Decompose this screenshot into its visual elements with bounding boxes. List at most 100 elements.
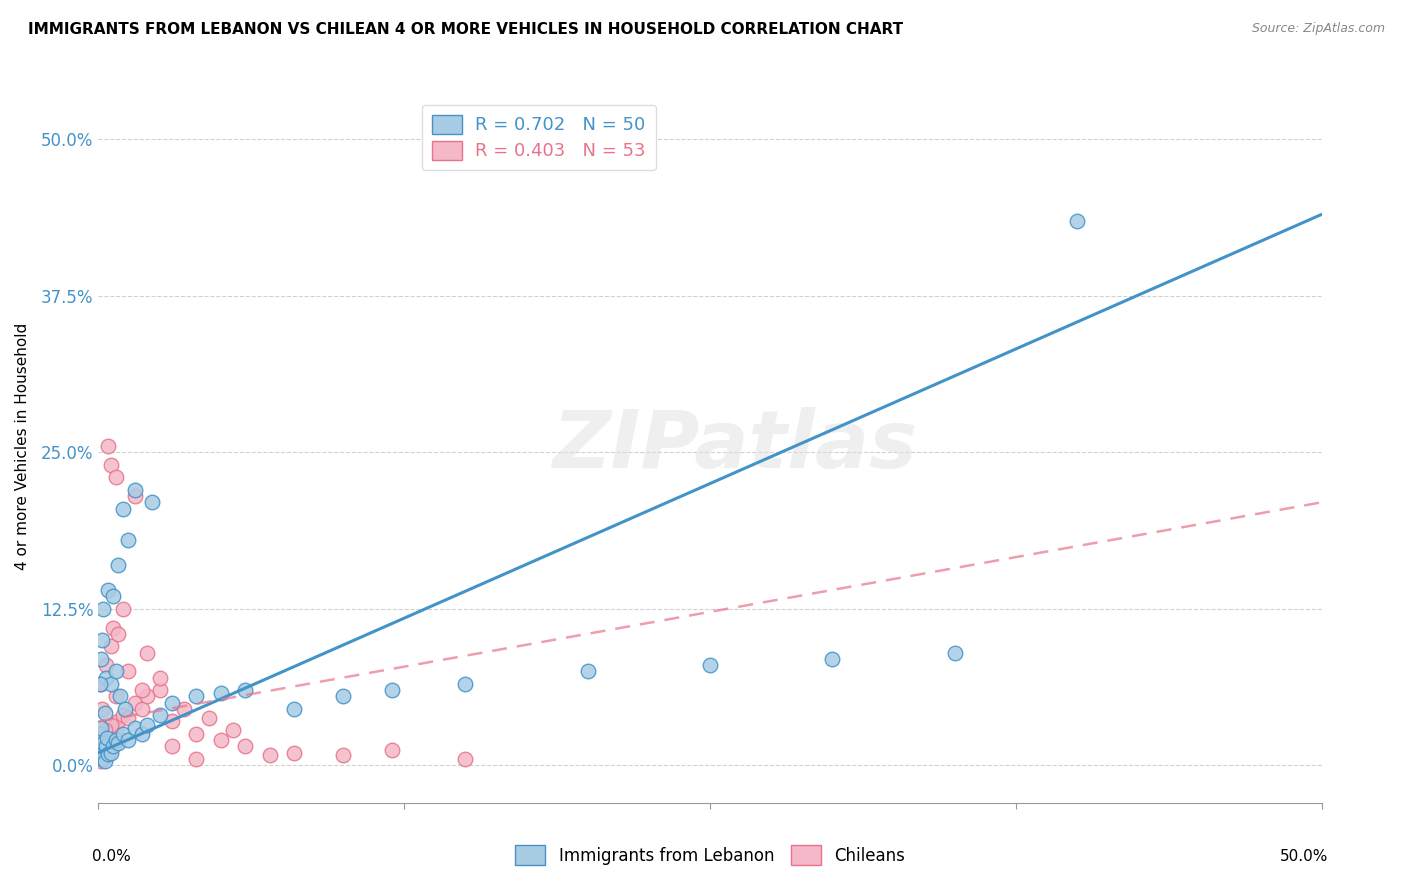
Text: 0.0%: 0.0% bbox=[93, 849, 131, 864]
Point bbox=[699, 658, 721, 673]
Point bbox=[91, 736, 114, 750]
Point bbox=[117, 665, 139, 679]
Point bbox=[160, 739, 183, 754]
Point bbox=[93, 723, 115, 738]
Point bbox=[97, 439, 120, 453]
Point bbox=[91, 750, 114, 764]
Point bbox=[96, 747, 118, 761]
Point bbox=[90, 743, 112, 757]
Point bbox=[124, 483, 146, 497]
Point bbox=[101, 589, 124, 603]
Point bbox=[117, 711, 139, 725]
Point bbox=[104, 665, 127, 679]
Point bbox=[1066, 213, 1088, 227]
Point bbox=[90, 755, 112, 769]
Point bbox=[209, 685, 232, 699]
Point bbox=[283, 746, 305, 760]
Point bbox=[107, 558, 129, 572]
Point bbox=[111, 601, 134, 615]
Point bbox=[111, 501, 134, 516]
Point bbox=[136, 646, 159, 660]
Point bbox=[111, 708, 134, 723]
Point bbox=[131, 727, 153, 741]
Point bbox=[94, 739, 117, 754]
Point bbox=[110, 690, 132, 704]
Text: Source: ZipAtlas.com: Source: ZipAtlas.com bbox=[1251, 22, 1385, 36]
Point bbox=[124, 696, 146, 710]
Point bbox=[93, 706, 115, 720]
Point bbox=[117, 533, 139, 547]
Point bbox=[186, 752, 208, 766]
Point bbox=[104, 723, 127, 738]
Point bbox=[149, 671, 172, 685]
Point bbox=[90, 721, 112, 735]
Point bbox=[149, 683, 172, 698]
Point bbox=[100, 677, 122, 691]
Point bbox=[222, 723, 245, 738]
Point bbox=[91, 601, 114, 615]
Point bbox=[454, 677, 477, 691]
Point bbox=[160, 696, 183, 710]
Point bbox=[100, 746, 122, 760]
Point bbox=[107, 714, 129, 729]
Point bbox=[332, 748, 354, 763]
Point bbox=[149, 708, 172, 723]
Point bbox=[91, 752, 114, 766]
Point bbox=[332, 690, 354, 704]
Point bbox=[89, 746, 111, 760]
Point bbox=[186, 727, 208, 741]
Point bbox=[97, 747, 120, 761]
Point bbox=[100, 640, 122, 654]
Point bbox=[100, 727, 122, 741]
Point bbox=[89, 727, 111, 741]
Point bbox=[107, 736, 129, 750]
Legend: Immigrants from Lebanon, Chileans: Immigrants from Lebanon, Chileans bbox=[506, 837, 914, 873]
Text: ZIPatlas: ZIPatlas bbox=[553, 407, 917, 485]
Point bbox=[93, 733, 115, 747]
Point bbox=[117, 733, 139, 747]
Point bbox=[124, 489, 146, 503]
Point bbox=[91, 739, 114, 754]
Point bbox=[186, 690, 208, 704]
Point bbox=[131, 683, 153, 698]
Point bbox=[91, 702, 114, 716]
Point bbox=[100, 718, 122, 732]
Point bbox=[381, 683, 404, 698]
Point bbox=[141, 495, 163, 509]
Point bbox=[94, 671, 117, 685]
Point bbox=[96, 731, 118, 745]
Point bbox=[160, 714, 183, 729]
Point bbox=[101, 721, 124, 735]
Point bbox=[173, 702, 195, 716]
Point bbox=[209, 733, 232, 747]
Point bbox=[283, 702, 305, 716]
Point bbox=[97, 582, 120, 597]
Point bbox=[233, 683, 256, 698]
Point bbox=[131, 702, 153, 716]
Point bbox=[90, 677, 112, 691]
Point bbox=[100, 458, 122, 472]
Text: 50.0%: 50.0% bbox=[1279, 849, 1327, 864]
Point bbox=[94, 736, 117, 750]
Point bbox=[94, 743, 117, 757]
Point bbox=[94, 658, 117, 673]
Point bbox=[97, 736, 120, 750]
Point bbox=[259, 748, 281, 763]
Point bbox=[136, 718, 159, 732]
Point bbox=[136, 690, 159, 704]
Point bbox=[101, 621, 124, 635]
Point bbox=[89, 752, 111, 766]
Point bbox=[89, 677, 111, 691]
Point bbox=[197, 711, 219, 725]
Point bbox=[111, 727, 134, 741]
Point bbox=[104, 470, 127, 484]
Point bbox=[104, 733, 127, 747]
Point bbox=[114, 702, 136, 716]
Point bbox=[124, 721, 146, 735]
Point bbox=[233, 739, 256, 754]
Point bbox=[101, 739, 124, 754]
Point bbox=[576, 665, 599, 679]
Point bbox=[90, 748, 112, 763]
Point bbox=[104, 690, 127, 704]
Point bbox=[91, 633, 114, 648]
